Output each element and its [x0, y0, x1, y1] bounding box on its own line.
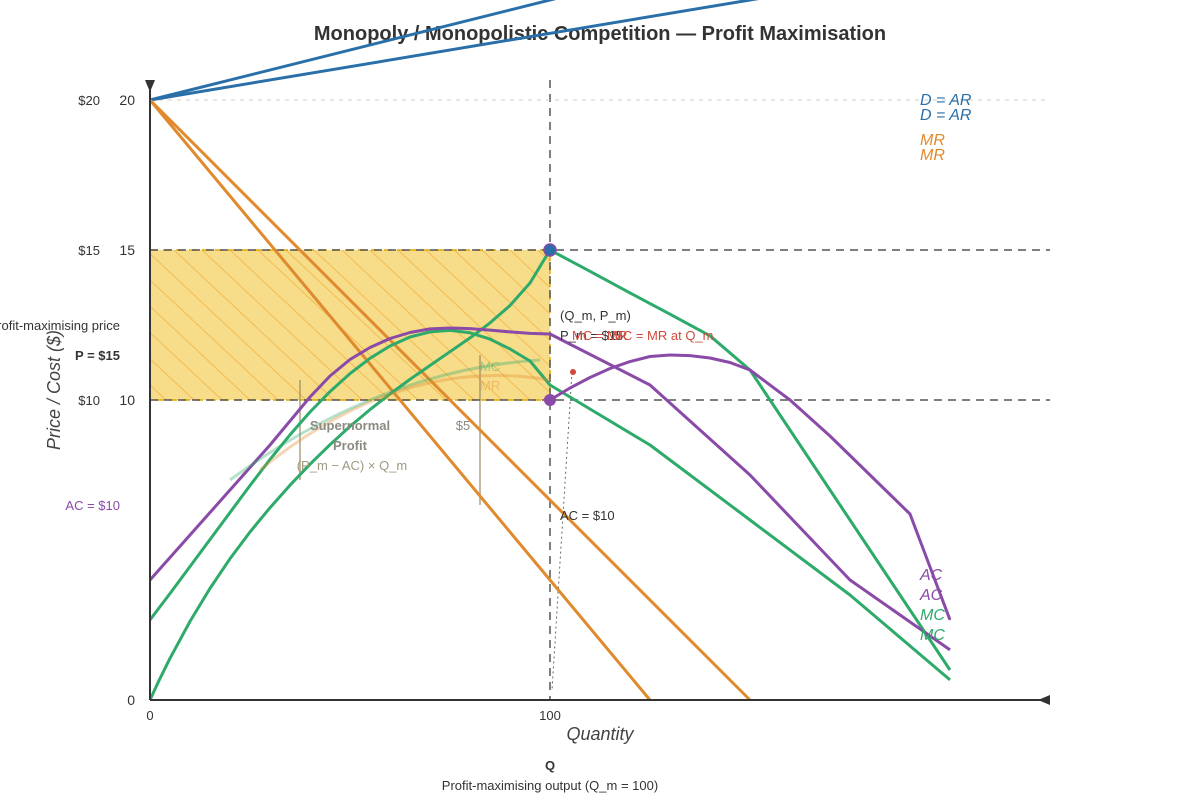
qm-pm-label: (Q_m, P_m) [560, 308, 631, 323]
pm-value-label: P_m = $15 [560, 328, 623, 343]
hatch-line [201, 250, 363, 400]
y-tick-label: 20 [119, 92, 135, 108]
tick-labels: 0 100 0 10 15 20 $10 $15 $20 [78, 92, 561, 723]
chart-title: Monopoly / Monopolistic Competition — Pr… [314, 23, 886, 45]
legend-entry: MC [920, 627, 945, 644]
hatch-line [453, 250, 550, 341]
legend-entry: MR [920, 132, 945, 149]
series-line-mr2 [148, 98, 752, 702]
q-caption: Profit-maximising output (Q_m = 100) [442, 778, 658, 793]
profit-diff-label: $5 [456, 418, 470, 433]
hatch-line [537, 250, 550, 262]
faded-mr-curve [259, 374, 551, 472]
series-line-ac2 [549, 353, 952, 621]
mc-mr-at-label: MC = MR at Q_m [612, 328, 714, 343]
series-line-mr1 [148, 99, 652, 701]
hatch-line [313, 250, 475, 400]
hatch-line [150, 331, 223, 400]
series-line-ac1 [148, 326, 951, 652]
series-group [148, 0, 952, 702]
y-axis-label: Price / Cost ($) [44, 330, 64, 450]
ac-left-label: AC = $10 [65, 498, 120, 513]
hatch-line [229, 250, 391, 400]
x-axis-label: Quantity [566, 724, 634, 744]
series-line-mc2 [148, 328, 951, 682]
p-left-label: P = $15 [75, 348, 120, 363]
profit-title-line2: Profit [333, 438, 368, 453]
legend-entry: AC [919, 567, 943, 584]
mc-mr-point [570, 369, 576, 375]
legend-entry: MR [920, 147, 945, 164]
hatch-line [285, 250, 447, 400]
y-tick-label: 10 [119, 392, 135, 408]
profit-price-label: Profit-maximising price [0, 318, 120, 333]
legend-entry: D = AR [920, 92, 972, 109]
ac-point [544, 394, 556, 406]
legend-entry: AC [919, 587, 943, 604]
mc-mr-leader [551, 371, 573, 691]
y-tick-label: 0 [127, 692, 135, 708]
axes [145, 80, 1050, 705]
ac-value-label: AC = $10 [560, 508, 615, 523]
hatch-line [341, 250, 503, 400]
hatch-line [594, 250, 754, 400]
hatch-line [150, 279, 279, 400]
legend-entry: MC [920, 607, 945, 624]
mc-mr-label: MC = MR [572, 328, 627, 343]
hatch-line [173, 250, 335, 400]
hatch-line [150, 358, 195, 400]
y-price-label: $20 [78, 93, 100, 108]
series-line-mc1 [148, 248, 952, 701]
x-tick-label: 100 [539, 708, 561, 723]
faded-mr-label: MR [480, 378, 500, 393]
hatch-line [481, 250, 550, 315]
hatch-line [150, 305, 251, 400]
hatch-line [509, 250, 550, 289]
y-price-label: $15 [78, 243, 100, 258]
series-line-ar2 [149, 0, 760, 102]
y-price-label: $10 [78, 393, 100, 408]
q-label: Q [545, 758, 555, 773]
profit-hatch [150, 250, 754, 400]
hatch-line [425, 250, 550, 367]
x-axis-arrow [1038, 695, 1050, 705]
equilibrium-points [543, 243, 576, 406]
hatch-line [397, 250, 550, 394]
profit-formula: (P_m − AC) × Q_m [297, 458, 408, 473]
legend-entry: D = AR [920, 107, 972, 124]
price-point [543, 243, 557, 257]
series-line-ar1 [149, 0, 557, 102]
hatch-line [150, 253, 307, 400]
hatch-line [369, 250, 531, 400]
faded-mc-curve [229, 358, 541, 482]
x-tick-label: 0 [146, 708, 153, 723]
guide-lines [150, 80, 1050, 700]
faded-mc-label: MC [480, 359, 500, 374]
profit-title-line1: Supernormal [310, 418, 390, 433]
y-tick-label: 15 [119, 242, 135, 258]
y-axis-arrow [145, 80, 155, 92]
